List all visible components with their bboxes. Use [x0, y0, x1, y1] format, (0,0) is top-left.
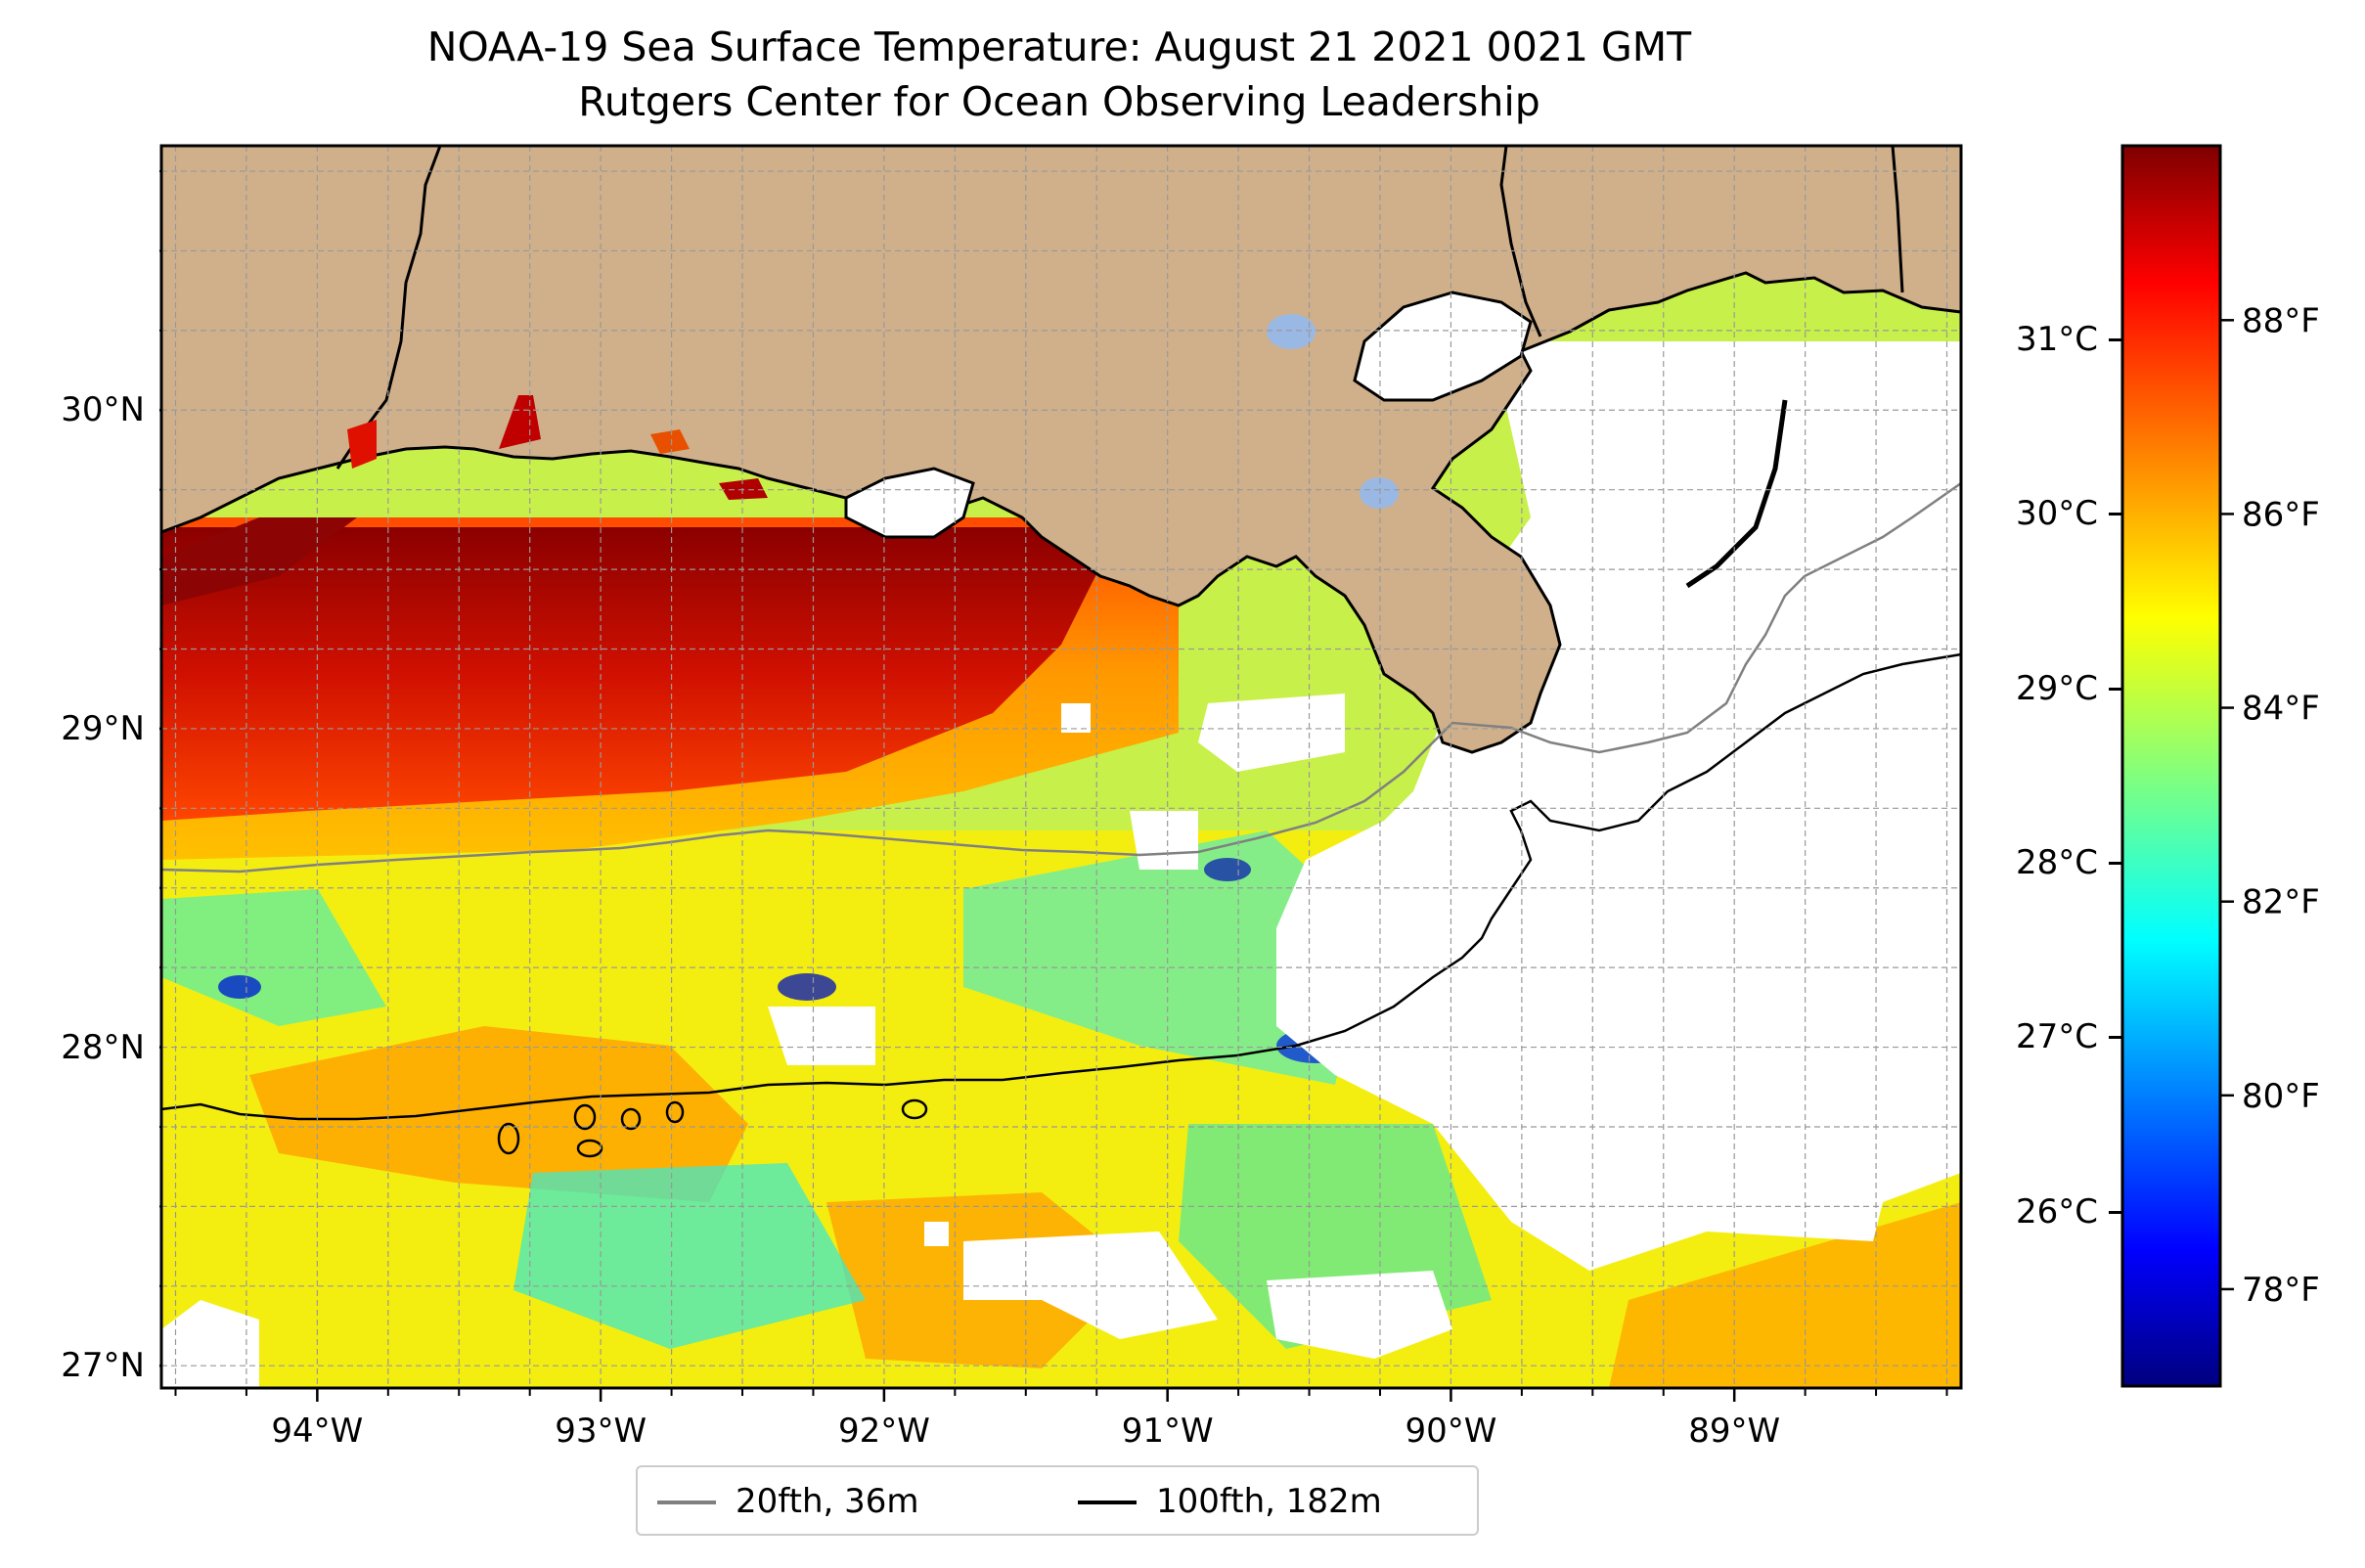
- isobath-100fth: [665, 1100, 685, 1124]
- sst-cool-patch: [963, 830, 1374, 1085]
- no-data-region: [924, 1222, 949, 1246]
- colorbar-f-label: 84°F: [2242, 690, 2320, 729]
- y-tick-label: 28°N: [61, 1027, 145, 1067]
- isobath-100fth: [576, 1139, 603, 1158]
- inland-hot-spot: [650, 429, 690, 454]
- sst-cool-patch: [513, 1163, 866, 1349]
- gridlines: [161, 146, 1961, 1388]
- no-data-region: [1061, 703, 1091, 733]
- sst-cool-patch: [161, 889, 386, 1026]
- axis-ticks: 94°W 93°W 92°W 91°W 90°W 89°W: [159, 170, 1948, 1451]
- colorbar-c-tick: [2109, 338, 2122, 342]
- isobath-20fth: [160, 481, 1962, 874]
- legend-label: 20fth, 36m: [736, 1482, 919, 1521]
- sst-cold-spot: [218, 975, 261, 999]
- colorbar-c-tick: [2109, 862, 2122, 866]
- colorbar-c-label: 31°C: [2015, 320, 2098, 360]
- no-data-region: [1267, 1271, 1452, 1359]
- isobath-100fth: [160, 652, 1962, 1121]
- isobath-100fth: [497, 1122, 520, 1155]
- inland-hot-spot: [499, 395, 541, 449]
- x-tick-label: 90°W: [1405, 1411, 1496, 1451]
- legend-swatch: [1078, 1501, 1137, 1504]
- x-tick-label: 93°W: [555, 1411, 647, 1451]
- isobath-100fth: [901, 1098, 928, 1120]
- no-data-region: [768, 1007, 875, 1065]
- inland-lake: [1267, 314, 1316, 349]
- sst-orange-patch: [249, 1026, 748, 1202]
- sst-hottest-region: [161, 517, 357, 605]
- sst-orange-patch: [1609, 1202, 1961, 1388]
- x-tick-label: 94°W: [271, 1411, 363, 1451]
- y-tick-label: 30°N: [61, 390, 145, 430]
- colorbar-f-label: 88°F: [2242, 301, 2320, 340]
- colorbar-f-label: 86°F: [2242, 495, 2320, 534]
- coastal-bay: [844, 467, 975, 539]
- x-tick-label: 92°W: [838, 1411, 930, 1451]
- no-data-region: [1130, 811, 1198, 870]
- y-tick-label: 29°N: [61, 708, 145, 748]
- colorbar-c-label: 30°C: [2015, 494, 2098, 534]
- colorbar-c-tick: [2109, 1210, 2122, 1214]
- sst-hot-region: [161, 527, 1100, 821]
- chart-title: NOAA-19 Sea Surface Temperature: August …: [426, 23, 1692, 70]
- legend-label: 100fth, 182m: [1156, 1482, 1382, 1521]
- isobath-100fth: [573, 1103, 597, 1131]
- y-tick-label: 27°N: [61, 1346, 145, 1386]
- state-boundary: [1499, 145, 1542, 337]
- barrier-island: [1685, 399, 1788, 589]
- colorbar: 78°F 80°F 82°F 84°F 86°F 88°F: [2120, 144, 2320, 1388]
- colorbar-c-label: 27°C: [2015, 1017, 2098, 1057]
- land-mass: [159, 144, 1963, 754]
- colorbar-f-label: 82°F: [2242, 883, 2320, 922]
- sst-map: 94°W 93°W 92°W 91°W 90°W 89°W: [159, 144, 1963, 1451]
- isobath-100fth: [620, 1107, 642, 1131]
- colorbar-f-label: 80°F: [2242, 1077, 2320, 1116]
- sst-cold-spot: [1204, 858, 1251, 881]
- state-boundary: [1891, 145, 1904, 293]
- colorbar-gradient: [2120, 144, 2222, 1388]
- x-tick-label: 89°W: [1688, 1411, 1780, 1451]
- x-tick-label: 91°W: [1122, 1411, 1214, 1451]
- colorbar-f-label: 78°F: [2242, 1271, 2320, 1310]
- colorbar-c-label: 26°C: [2015, 1191, 2098, 1232]
- inland-hot-spot: [347, 420, 377, 469]
- no-data-region: [963, 1232, 1218, 1339]
- map-frame: [159, 144, 1963, 1390]
- chart-subtitle: Rutgers Center for Ocean Observing Leade…: [578, 78, 1540, 125]
- no-data-region: [1198, 694, 1345, 772]
- colorbar-c-tick: [2109, 687, 2122, 691]
- inland-lake: [1360, 477, 1399, 509]
- colorbar-c-tick: [2109, 1036, 2122, 1040]
- inland-hot-spot: [719, 478, 768, 500]
- isobath-legend: 20fth, 36m 100fth, 182m: [636, 1465, 1479, 1536]
- colorbar-c-tick: [2109, 513, 2122, 516]
- colorbar-c-label: 28°C: [2015, 843, 2098, 883]
- lake-pontchartrain: [1353, 291, 1533, 402]
- legend-swatch: [657, 1501, 716, 1504]
- sst-cold-spot: [778, 973, 836, 1001]
- colorbar-ticks: 78°F 80°F 82°F 84°F 86°F 88°F: [2220, 301, 2320, 1310]
- colorbar-c-label: 29°C: [2015, 668, 2098, 708]
- map-plot-area: [159, 144, 1963, 1388]
- no-data-region: [1276, 341, 1961, 1271]
